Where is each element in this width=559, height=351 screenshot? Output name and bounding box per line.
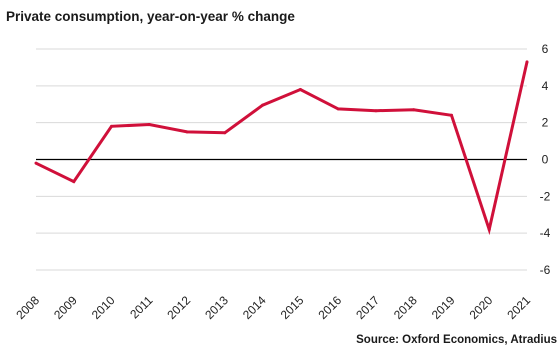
y-tick-label: 2 <box>542 116 549 130</box>
data-point <box>412 108 416 112</box>
data-point <box>449 113 453 117</box>
x-tick-label: 2019 <box>429 293 458 322</box>
x-axis-tick-labels: 2008 2009 2010 2011 2012 2013 2014 2015 2016 2017… <box>13 293 533 322</box>
x-tick-label: 2021 <box>504 293 533 322</box>
source-note: Source: Oxford Economics, Atradius <box>356 334 557 346</box>
series-group <box>34 60 529 236</box>
data-point <box>525 60 529 64</box>
data-point <box>374 109 378 113</box>
y-tick-label: -2 <box>540 189 551 203</box>
series-line <box>35 61 529 236</box>
gridlines <box>36 48 527 271</box>
y-tick-label: 6 <box>542 42 549 56</box>
x-tick-label: 2018 <box>391 293 420 322</box>
x-tick-label: 2016 <box>315 293 344 322</box>
y-tick-label: 0 <box>542 153 549 167</box>
y-tick-label: -6 <box>540 263 551 277</box>
x-tick-label: 2014 <box>240 293 269 322</box>
y-tick-label: -4 <box>540 226 551 240</box>
x-tick-label: 2013 <box>202 293 231 322</box>
data-point <box>185 130 189 134</box>
data-point <box>34 161 38 165</box>
x-tick-label: 2012 <box>164 293 193 322</box>
data-point <box>298 88 302 92</box>
x-tick-label: 2011 <box>127 293 155 321</box>
data-point <box>487 227 491 231</box>
data-point <box>147 123 151 127</box>
x-tick-label: 2008 <box>13 293 42 322</box>
data-point <box>336 107 340 111</box>
x-tick-label: 2015 <box>278 293 307 322</box>
x-tick-label: 2020 <box>467 293 496 322</box>
x-tick-label: 2009 <box>51 293 80 322</box>
data-point <box>110 124 114 128</box>
x-tick-label: 2017 <box>353 293 382 322</box>
y-axis-tick-labels: -6 -4 -2 0 2 4 6 <box>540 42 551 277</box>
x-tick-label: 2010 <box>89 293 118 322</box>
data-point <box>223 131 227 135</box>
chart-title: Private consumption, year-on-year % chan… <box>6 9 295 24</box>
data-point <box>261 103 265 107</box>
data-point <box>72 180 76 184</box>
y-tick-label: 4 <box>542 79 549 93</box>
